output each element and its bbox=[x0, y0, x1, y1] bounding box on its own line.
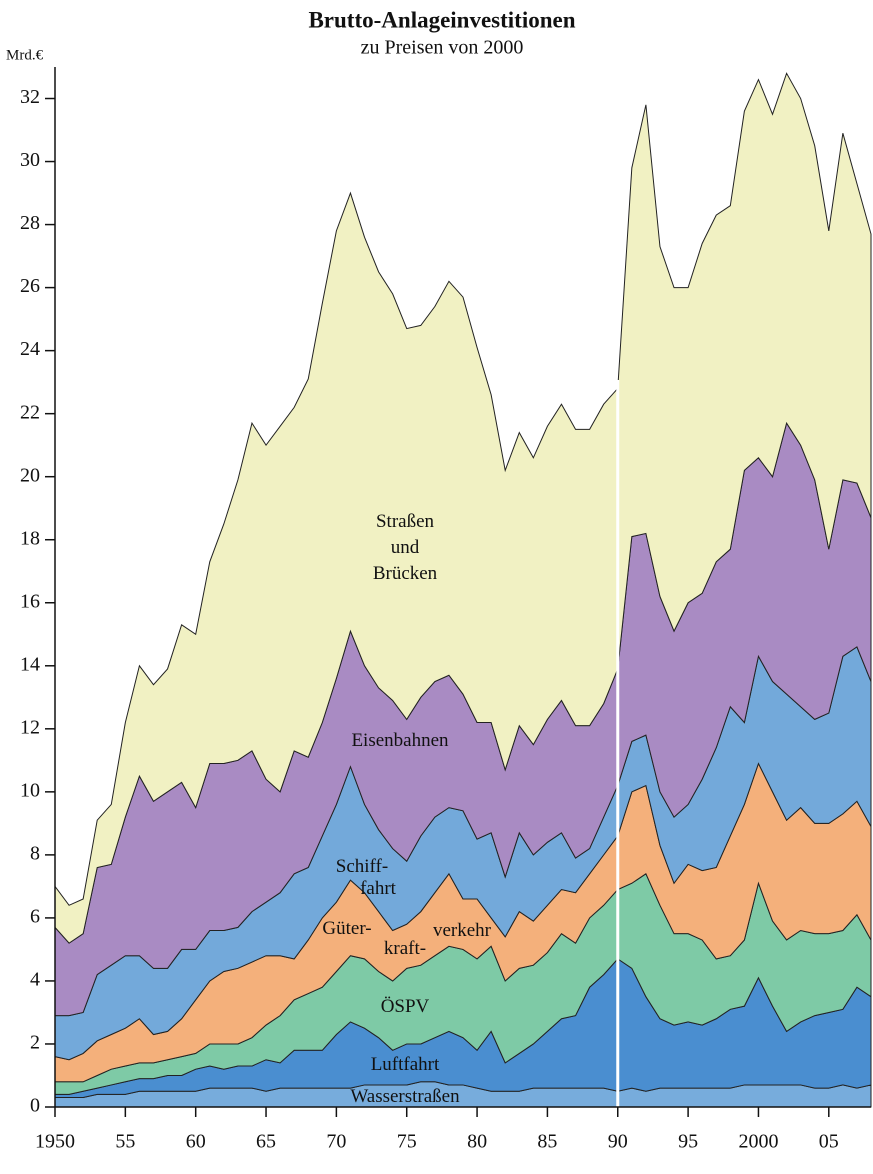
y-tick-label: 22 bbox=[20, 401, 40, 423]
y-tick-label: 24 bbox=[20, 338, 40, 360]
y-tick-label: 2 bbox=[30, 1032, 40, 1054]
y-tick-label: 8 bbox=[30, 842, 40, 864]
x-tick-label: 70 bbox=[326, 1131, 346, 1153]
areas: WasserstraßenLuftfahrtÖSPVGüter-kraft-ve… bbox=[55, 73, 871, 1107]
chart: Brutto-Anlageinvestitionen zu Preisen vo… bbox=[0, 0, 873, 1169]
x-tick-label: 2000 bbox=[738, 1131, 778, 1153]
chart-title: Brutto-Anlageinvestitionen bbox=[308, 7, 575, 32]
chart-subtitle: zu Preisen von 2000 bbox=[361, 37, 524, 59]
x-tick-label: 55 bbox=[115, 1131, 135, 1153]
x-tick-label: 80 bbox=[467, 1131, 487, 1153]
y-tick-label: 28 bbox=[20, 212, 40, 234]
y-tick-label: 18 bbox=[20, 527, 40, 549]
series-label: ÖSPV bbox=[381, 996, 430, 1017]
x-tick-label: 75 bbox=[397, 1131, 417, 1153]
x-tick-label: 05 bbox=[819, 1131, 839, 1153]
x-tick-label: 85 bbox=[537, 1131, 557, 1153]
y-tick-label: 6 bbox=[30, 906, 40, 928]
y-tick-label: 4 bbox=[30, 969, 40, 991]
y-tick-label: 32 bbox=[20, 86, 40, 108]
x-tick-label: 95 bbox=[678, 1131, 698, 1153]
y-tick-label: 10 bbox=[20, 779, 40, 801]
y-tick-label: 30 bbox=[20, 149, 40, 171]
y-tick-label: 26 bbox=[20, 275, 40, 297]
y-tick-label: 12 bbox=[20, 716, 40, 738]
x-tick-label: 65 bbox=[256, 1131, 276, 1153]
y-tick-label: 14 bbox=[20, 653, 40, 675]
series-label: Wasserstraßen bbox=[350, 1086, 460, 1107]
x-tick-label: 1950 bbox=[35, 1131, 75, 1153]
series-label: Luftfahrt bbox=[371, 1054, 440, 1075]
x-tick-label: 60 bbox=[186, 1131, 206, 1153]
y-tick-label: 16 bbox=[20, 590, 40, 612]
y-axis-label: Mrd.€ bbox=[6, 47, 44, 63]
series-label: Eisenbahnen bbox=[351, 730, 449, 751]
x-tick-label: 90 bbox=[608, 1131, 628, 1153]
y-tick-label: 20 bbox=[20, 464, 40, 486]
y-tick-label: 0 bbox=[30, 1095, 40, 1117]
